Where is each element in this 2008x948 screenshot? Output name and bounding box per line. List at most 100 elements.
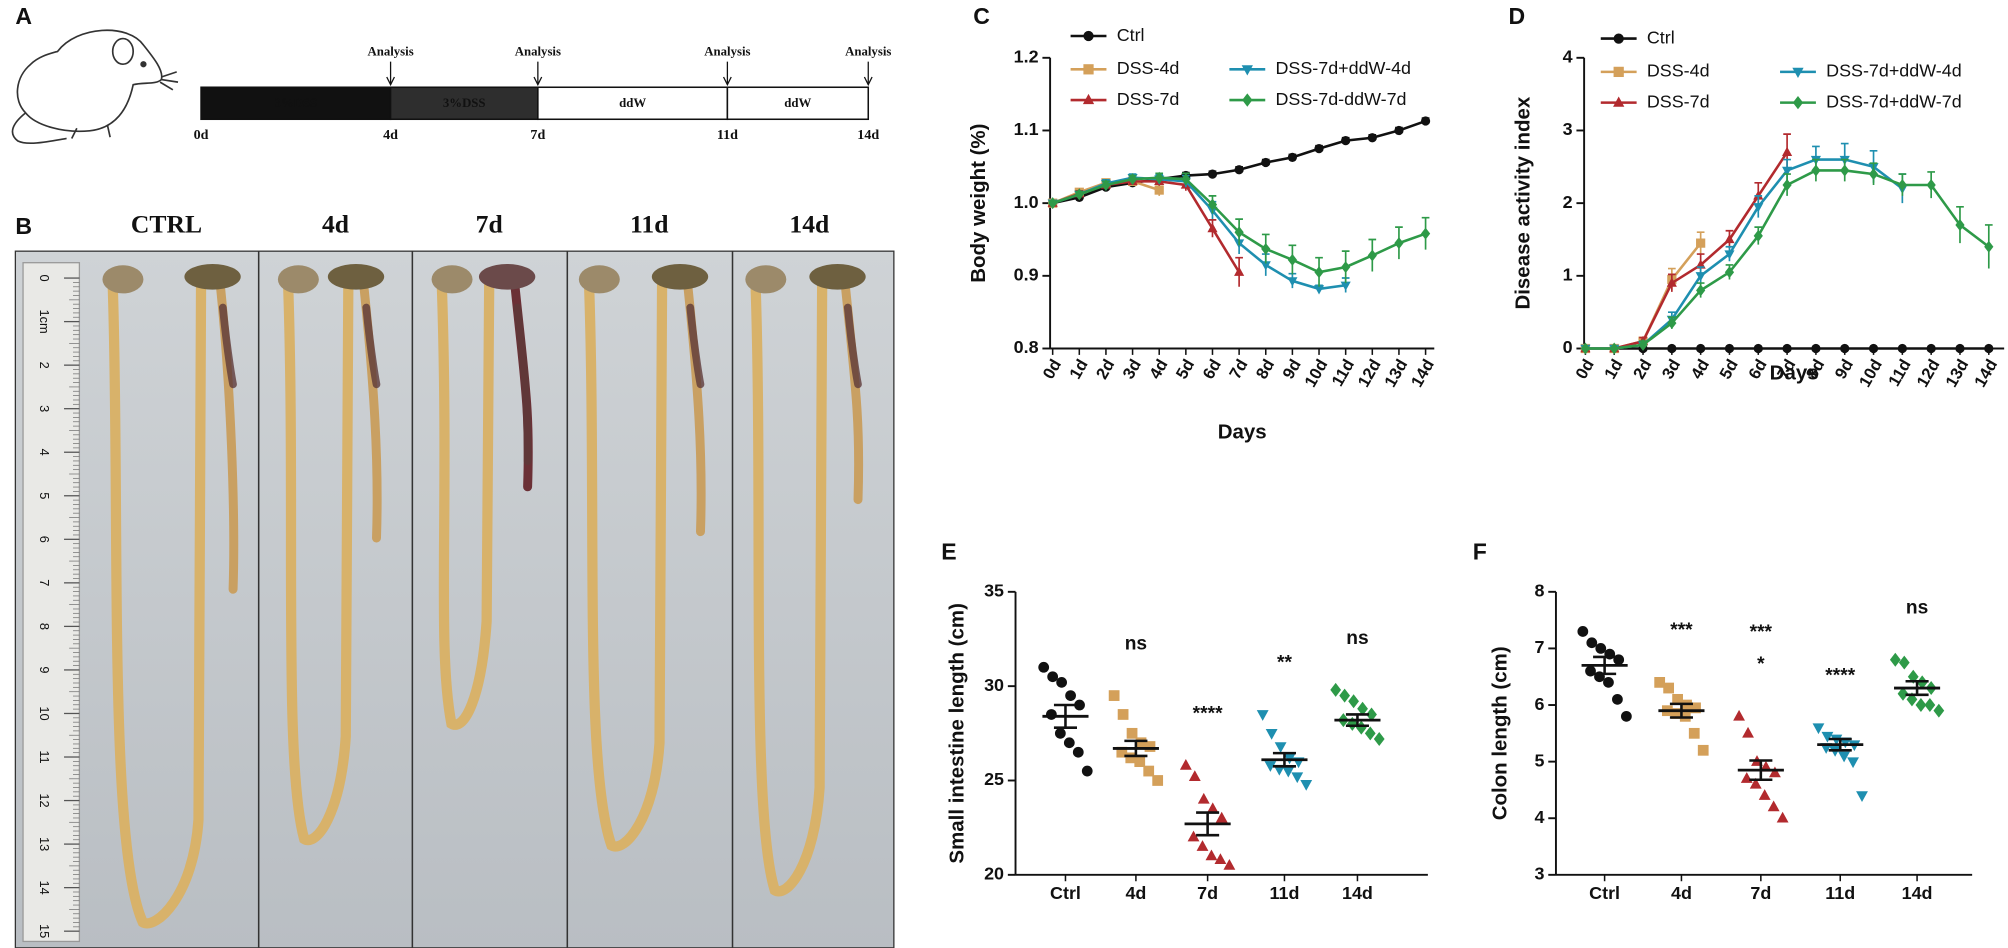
marker (1125, 752, 1137, 764)
ruler-label: 14 (37, 881, 52, 895)
mouse-eye (140, 61, 147, 68)
legend-label: DSS-7d-ddW-7d (1275, 89, 1406, 109)
stomach (327, 263, 385, 290)
legend-marker (1792, 67, 1804, 79)
marker (1206, 802, 1219, 814)
y-axis-label: Body weight (%) (967, 124, 990, 283)
x-tick-label: 7d (1225, 356, 1251, 382)
y-axis-label: Disease activity index (1511, 96, 1534, 309)
x-tick-label: 9d (1831, 356, 1857, 382)
legend-label: DSS-4d (1117, 58, 1180, 78)
marker (1223, 858, 1236, 870)
legend-marker (1613, 96, 1625, 107)
analysis-label: Analysis (845, 45, 891, 59)
marker (1933, 703, 1945, 718)
ruler-label: 4 (37, 449, 52, 456)
marker (1811, 164, 1821, 177)
marker (1364, 726, 1376, 741)
cecum (102, 265, 144, 294)
marker (1740, 772, 1753, 783)
x-tick-label: 3d (1658, 356, 1684, 382)
panel-label: A (15, 3, 32, 29)
legend-marker (1083, 30, 1094, 42)
panel-label: C (973, 3, 990, 29)
analysis-label: Analysis (515, 45, 561, 59)
marker (1074, 699, 1085, 711)
legend-marker (1242, 93, 1253, 107)
legend-label: Ctrl (1647, 27, 1675, 47)
y-tick-label: 5 (1534, 750, 1544, 770)
colon-dark (513, 303, 532, 466)
y-tick-label: 0.9 (1014, 265, 1039, 285)
marker (1724, 250, 1735, 260)
x-tick-label: 14d (1407, 356, 1438, 390)
marker (1856, 791, 1868, 803)
marker (1126, 727, 1138, 739)
marker (1955, 218, 1965, 231)
x-tick-label: 4d (1687, 356, 1713, 382)
marker (1108, 690, 1120, 701)
significance-label: ns (1346, 628, 1368, 649)
marker (1907, 669, 1919, 684)
marker (1889, 652, 1901, 667)
marker (1260, 261, 1271, 271)
x-tick-label: 8d (1252, 356, 1278, 382)
marker (1341, 136, 1351, 146)
analysis-label: Analysis (704, 45, 750, 59)
marker (1696, 284, 1706, 297)
sem-bar (1196, 811, 1220, 837)
legend-marker (1083, 64, 1094, 75)
small-intestine (750, 279, 828, 897)
small-intestine (583, 279, 668, 852)
significance-label: *** (1670, 620, 1693, 641)
marker (1081, 765, 1093, 777)
photo-background (14, 250, 895, 948)
mouse-feet (70, 125, 111, 139)
marker (1924, 698, 1936, 713)
marker (1135, 737, 1147, 749)
marker (1898, 655, 1910, 670)
marker (1603, 677, 1614, 688)
sem-bar (1593, 655, 1617, 676)
marker (1897, 343, 1907, 354)
significance-label: **** (1193, 703, 1223, 724)
ruler-label: 9 (37, 666, 52, 673)
mouse-drawing (11, 29, 179, 144)
x-tick-label: 10d (1855, 356, 1886, 390)
marker (1330, 682, 1342, 697)
marker (1840, 164, 1850, 177)
marker (1313, 285, 1325, 295)
marker (1897, 178, 1907, 191)
cecum (745, 265, 787, 294)
marker (1152, 775, 1164, 786)
legend-label: Ctrl (1117, 25, 1145, 45)
x-tick-label: 10d (1301, 356, 1332, 390)
x-tick-label: 0d (1039, 356, 1065, 382)
marker (1373, 731, 1385, 746)
marker (1782, 178, 1792, 191)
marker (1724, 343, 1735, 354)
marker (1420, 227, 1431, 240)
marker (1984, 343, 1994, 354)
photo-label: 14d (789, 210, 829, 239)
y-tick-label: 20 (984, 864, 1004, 884)
marker (1749, 777, 1762, 789)
legend-marker (1241, 65, 1253, 76)
marker (1812, 723, 1825, 735)
mouse-tail (11, 112, 67, 144)
timeline-segment-label: ddW (619, 96, 646, 110)
marker (1348, 694, 1359, 709)
timeline-segment-label: 3%DSS (443, 96, 486, 110)
marker (1065, 690, 1076, 701)
significance-label: **** (1825, 666, 1855, 687)
marker (1282, 766, 1295, 778)
cecum (578, 265, 620, 294)
small-intestine (436, 279, 495, 730)
sem-bar (1749, 759, 1773, 782)
ruler (22, 262, 81, 943)
ruler-label: 10 (37, 706, 52, 720)
panel-label: E (941, 538, 956, 564)
marker (1367, 133, 1377, 143)
